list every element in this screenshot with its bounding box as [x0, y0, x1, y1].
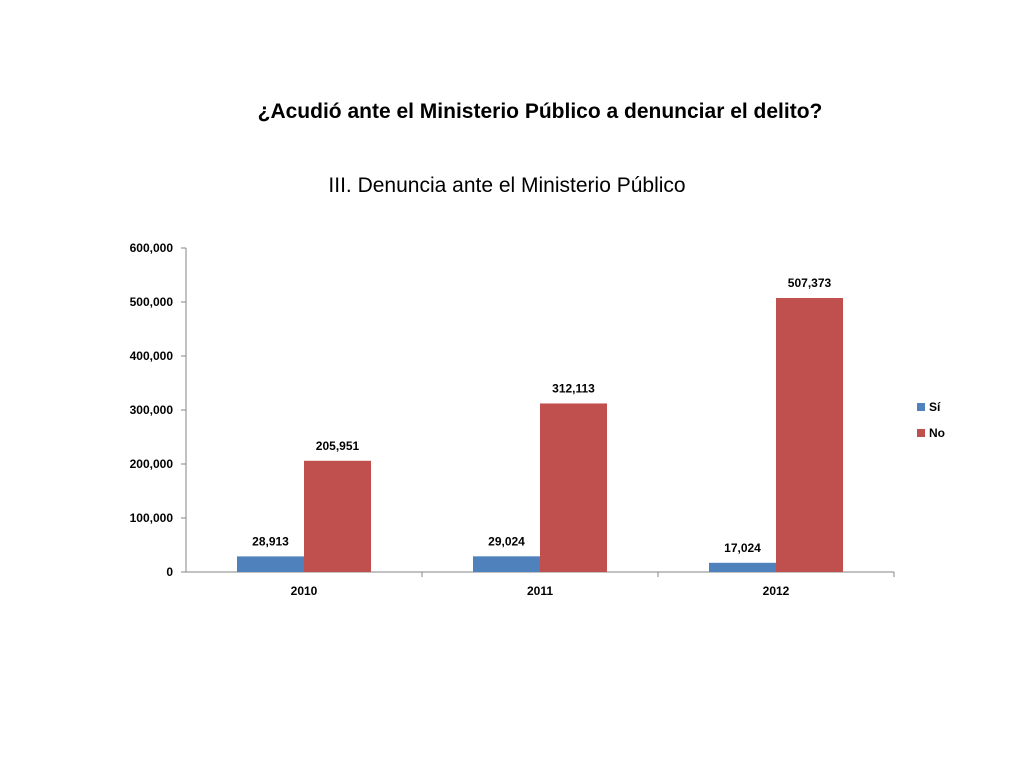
chart-subtitle: III. Denuncia ante el Ministerio Público [328, 174, 686, 197]
bar-no-2011 [540, 403, 607, 572]
page-title: ¿Acudió ante el Ministerio Público a den… [257, 100, 823, 123]
y-tick-label: 500,000 [130, 295, 174, 309]
y-tick-label: 200,000 [130, 457, 174, 471]
y-tick-label: 300,000 [130, 403, 174, 417]
chart-bars [237, 298, 843, 572]
legend-label: Sí [929, 400, 941, 414]
y-tick-label: 0 [166, 565, 173, 579]
chart-legend: Sí No [917, 400, 945, 440]
legend-swatch [917, 403, 925, 411]
chart-data-labels: 28,913 205,951 29,024 312,113 17,024 507,373 [252, 276, 831, 555]
bar-si-2011 [473, 556, 540, 572]
data-label: 17,024 [724, 541, 761, 555]
y-tick-label: 100,000 [130, 511, 174, 525]
data-label: 205,951 [316, 439, 360, 453]
bar-no-2010 [304, 460, 371, 572]
bar-si-2010 [237, 556, 304, 572]
x-tick-label: 2010 [291, 584, 318, 598]
bar-si-2012 [709, 562, 776, 572]
data-label: 29,024 [488, 534, 525, 548]
data-label: 28,913 [252, 534, 289, 548]
legend-label: No [929, 426, 945, 440]
y-tick-label: 600,000 [130, 241, 174, 255]
y-tick-label: 400,000 [130, 349, 174, 363]
x-tick-label: 2012 [763, 584, 790, 598]
legend-swatch [917, 429, 925, 437]
data-label: 312,113 [552, 381, 595, 395]
data-label: 507,373 [788, 276, 832, 290]
x-tick-label: 2011 [527, 584, 553, 598]
bar-no-2012 [776, 298, 843, 572]
